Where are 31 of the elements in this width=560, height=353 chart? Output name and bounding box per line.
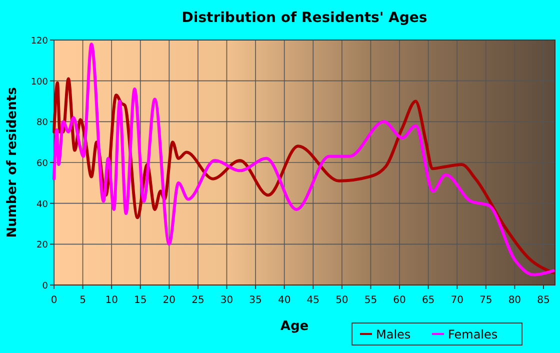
x-tick-label: 60 (393, 295, 406, 306)
x-tick-label: 75 (480, 295, 492, 306)
x-tick-label: 0 (50, 295, 58, 306)
x-tick-label: 20 (162, 295, 176, 306)
y-axis-title: Number of residents (5, 86, 20, 238)
legend-label: Males (376, 328, 411, 342)
x-tick-label: 55 (364, 295, 378, 306)
y-tick-label: 0 (42, 282, 48, 292)
y-tick-label: 60 (36, 159, 48, 169)
x-tick-label: 15 (134, 295, 147, 306)
legend-label: Females (448, 328, 498, 342)
x-tick-label: 25 (192, 295, 204, 306)
x-tick-label: 30 (220, 295, 234, 306)
x-tick-label: 45 (306, 295, 320, 306)
x-tick-label: 35 (249, 295, 262, 306)
x-tick-label: 65 (422, 295, 435, 306)
y-tick-label: 100 (30, 77, 48, 88)
x-axis-title: Age (280, 319, 309, 334)
y-tick-label: 80 (36, 118, 48, 128)
x-tick-label: 70 (450, 295, 464, 306)
chart-title: Distribution of Residents' Ages (182, 10, 428, 26)
x-tick-label: 5 (80, 295, 86, 306)
x-tick-label: 80 (508, 295, 522, 306)
x-tick-label: 85 (537, 295, 550, 306)
y-tick-label: 20 (36, 240, 48, 251)
line-series (52, 42, 555, 276)
x-tick-label: 40 (278, 295, 291, 306)
x-tick-label: 50 (336, 295, 348, 306)
x-tick-label: 10 (105, 295, 118, 306)
y-tick-label: 120 (30, 36, 48, 46)
y-tick-label: 40 (36, 200, 48, 210)
